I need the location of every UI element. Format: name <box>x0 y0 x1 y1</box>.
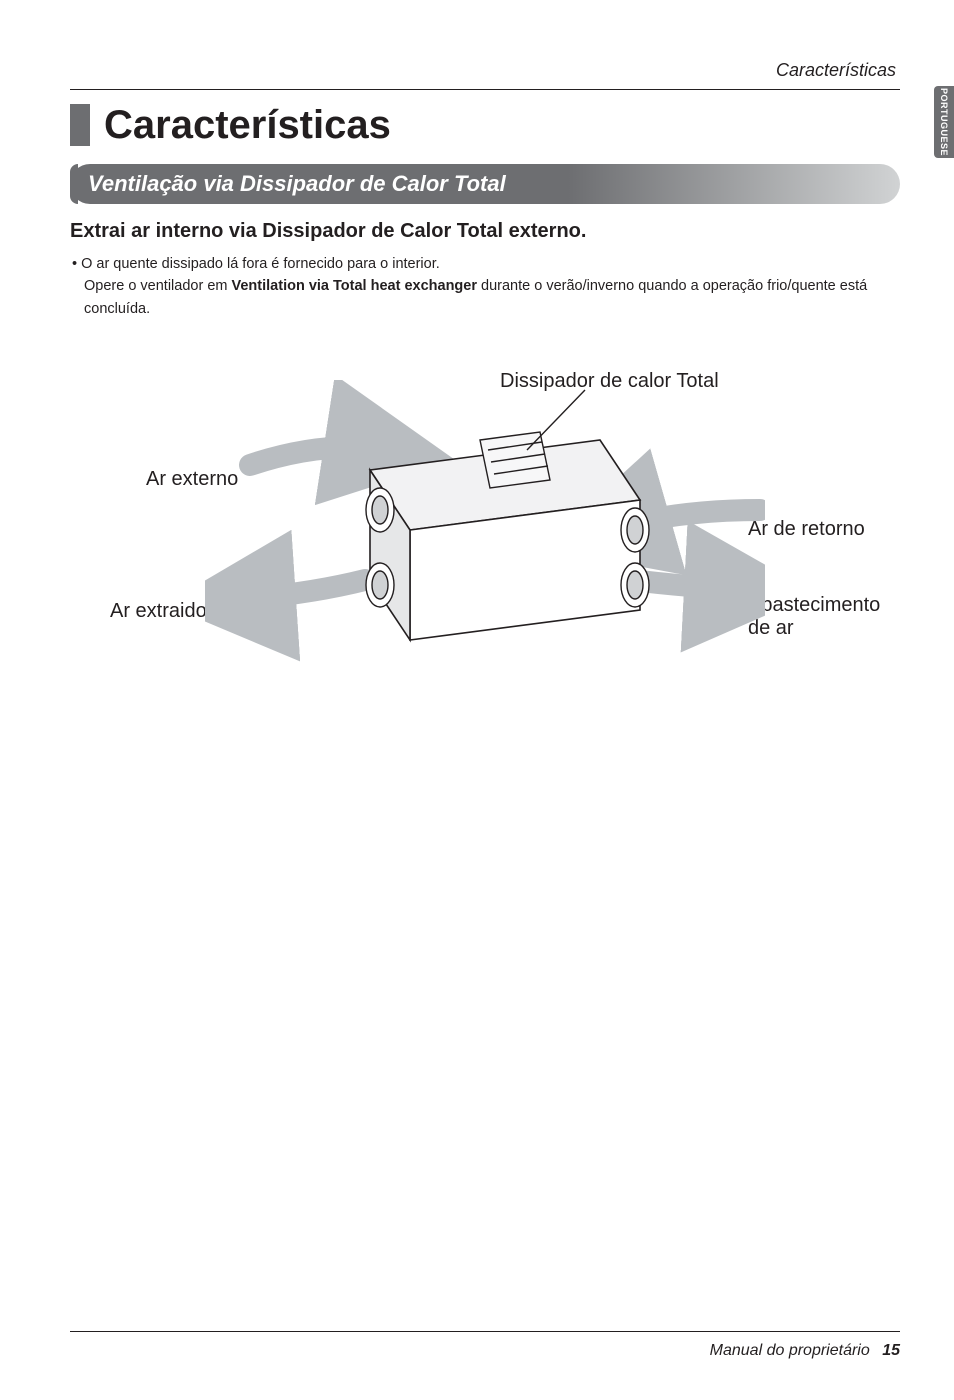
language-tab: PORTUGUESE <box>934 86 954 158</box>
diagram-label-left-lower: Ar extraido <box>110 600 207 623</box>
top-rule <box>70 89 900 90</box>
diagram-label-right-lower: Abastecimento de ar <box>748 594 880 640</box>
bullet-1-text: O ar quente dissipado lá fora é fornecid… <box>81 256 440 272</box>
bullet-cont-bold: Ventilation via Total heat exchanger <box>232 278 478 294</box>
footer-title: Manual do proprietário <box>710 1342 870 1359</box>
diagram-label-right-upper: Ar de retorno <box>748 518 865 541</box>
heading-3: Extrai ar interno via Dissipador de Calo… <box>70 220 900 243</box>
footer: Manual do proprietário 15 <box>70 1331 900 1360</box>
heading-2-text: Ventilação via Dissipador de Calor Total <box>88 171 506 197</box>
bullet-cont-pre: Opere o ventilador em <box>84 278 232 294</box>
bullet-dot: • <box>72 256 77 272</box>
footer-text: Manual do proprietário 15 <box>70 1342 900 1360</box>
footer-page-number: 15 <box>882 1342 900 1359</box>
language-tab-label: PORTUGUESE <box>939 88 949 156</box>
diagram-label-right-lower-l1: Abastecimento <box>748 594 880 616</box>
footer-rule <box>70 1331 900 1332</box>
bullet-1: •O ar quente dissipado lá fora é forneci… <box>70 253 900 275</box>
heading-2-pill: Ventilação via Dissipador de Calor Total <box>70 164 900 204</box>
bullet-1-continuation: Opere o ventilador em Ventilation via To… <box>70 275 900 320</box>
ventilator-diagram-svg <box>205 380 765 700</box>
diagram: Dissipador de calor Total Ar externo Ar … <box>70 370 900 790</box>
heading-1: Características <box>70 104 900 146</box>
heading-1-text: Características <box>104 104 391 146</box>
running-head: Características <box>70 60 900 81</box>
heading-1-bar <box>70 104 90 146</box>
